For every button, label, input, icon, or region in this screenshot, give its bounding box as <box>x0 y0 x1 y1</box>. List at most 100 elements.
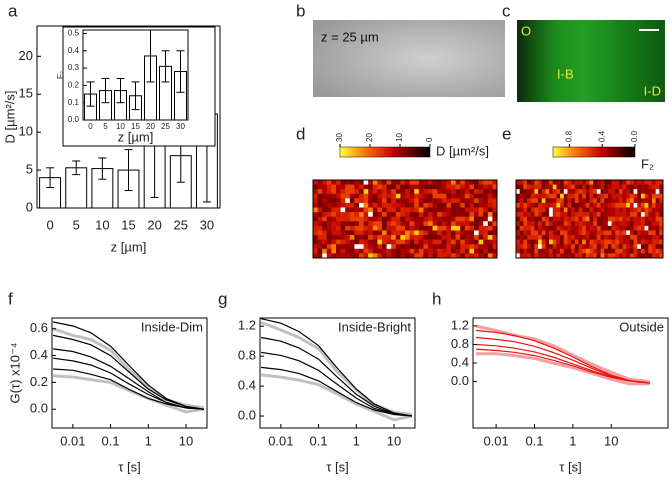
heatmap-cell <box>313 180 318 185</box>
heatmap-cell <box>571 225 576 231</box>
heatmap-cell <box>395 235 401 240</box>
heatmap-cell <box>451 216 456 222</box>
heatmap-cell <box>633 235 638 240</box>
heatmap-cell <box>414 244 420 250</box>
heatmap-cell <box>317 180 323 185</box>
heatmap-cell <box>437 239 443 245</box>
heatmap-cell <box>516 184 520 190</box>
heatmap-cell <box>363 202 369 208</box>
heatmap-cell <box>478 248 484 254</box>
heatmap-cell <box>423 184 429 190</box>
heatmap-cell <box>538 180 543 185</box>
heatmap-cell <box>474 189 479 195</box>
heatmap-cell <box>618 248 623 254</box>
heatmap-cell <box>611 202 616 208</box>
heatmap-cell <box>585 244 590 250</box>
heatmap-cell <box>659 198 664 204</box>
heatmap-cell <box>326 184 332 190</box>
curve <box>261 366 413 417</box>
heatmap-cell <box>538 198 543 204</box>
heatmap-cell <box>386 221 392 227</box>
heatmap-cell <box>659 216 664 222</box>
heatmap-cell <box>633 207 638 213</box>
heatmap-cell <box>600 239 605 245</box>
heatmap-cell <box>359 230 364 236</box>
heatmap-cell <box>428 198 433 204</box>
heatmap-cell <box>582 193 587 199</box>
heatmap-cell <box>607 230 612 236</box>
heatmap-cell <box>637 244 642 250</box>
heatmap-cell <box>382 216 387 222</box>
heatmap-cell <box>549 198 554 204</box>
y-axis-title: D [µm²/s] <box>2 91 17 144</box>
heatmap-cell <box>460 253 466 259</box>
heatmap-cell <box>409 253 415 259</box>
y-axis-title: G(τ) x10⁻⁴ <box>7 343 22 404</box>
heatmap-cell <box>604 202 609 208</box>
panel-letter: c <box>502 1 511 20</box>
heatmap-cell <box>648 239 653 245</box>
heatmap-cell <box>582 239 587 245</box>
heatmap-cell <box>391 202 397 208</box>
panel-letter: a <box>8 1 18 20</box>
heatmap-cell <box>600 184 605 190</box>
heatmap-cell <box>560 207 565 213</box>
heatmap-cell <box>395 207 401 213</box>
heatmap-cell <box>578 230 583 236</box>
heatmap-cell <box>615 248 620 254</box>
heatmap-cell <box>400 193 406 199</box>
heatmap-cell <box>483 225 489 231</box>
heatmap-cell <box>578 198 583 204</box>
heatmap-cell <box>474 180 479 185</box>
heatmap-cell <box>317 221 323 227</box>
heatmap-cell <box>391 248 397 254</box>
colorbar <box>339 146 431 158</box>
heatmap-cell <box>345 244 351 250</box>
heatmap-cell <box>395 216 401 222</box>
heatmap-cell <box>640 184 645 190</box>
heatmap-cell <box>596 180 601 185</box>
heatmap-cell <box>441 193 447 199</box>
heatmap-cell <box>345 239 351 245</box>
heatmap-cell <box>552 244 557 250</box>
heatmap-cell <box>600 189 605 195</box>
panel-letter: d <box>296 124 305 143</box>
heatmap-cell <box>483 202 489 208</box>
heatmap-cell <box>326 244 332 250</box>
heatmap-cell <box>349 225 355 231</box>
heatmap-cell <box>659 207 664 213</box>
heatmap-cell <box>523 212 528 218</box>
x-axis-title: z [µm] <box>118 129 154 144</box>
heatmap-cell <box>487 180 493 185</box>
heatmap-cell <box>359 180 364 185</box>
heatmap-cell <box>629 212 634 218</box>
heatmap-cell <box>534 230 539 236</box>
heatmap-cell <box>596 212 601 218</box>
heatmap-cell <box>349 244 355 250</box>
heatmap-cell <box>648 221 653 227</box>
heatmap-cell <box>487 202 493 208</box>
heatmap-cell <box>469 248 475 254</box>
heatmap-cell <box>326 248 332 254</box>
heatmap-cell <box>644 202 649 208</box>
heatmap-cell <box>607 248 612 254</box>
heatmap-cell <box>629 230 634 236</box>
heatmap-cell <box>655 244 660 250</box>
annotation: Inside-Dim <box>141 319 203 334</box>
heatmap-cell <box>409 248 415 254</box>
heatmap-cell <box>478 202 484 208</box>
heatmap-cell <box>313 193 318 199</box>
heatmap-cell <box>354 225 360 231</box>
heatmap-cell <box>519 212 524 218</box>
heatmap-cell <box>492 235 498 240</box>
heatmap-cell <box>395 193 401 199</box>
heatmap-cell <box>326 180 332 185</box>
heatmap-cell <box>336 239 341 245</box>
heatmap-cell <box>368 202 374 208</box>
heatmap-cell <box>563 202 568 208</box>
heatmap-cell <box>487 239 493 245</box>
heatmap-cell <box>516 221 520 227</box>
heatmap-cell <box>428 239 433 245</box>
colorbar-tick-label: 0.4 <box>597 130 606 142</box>
